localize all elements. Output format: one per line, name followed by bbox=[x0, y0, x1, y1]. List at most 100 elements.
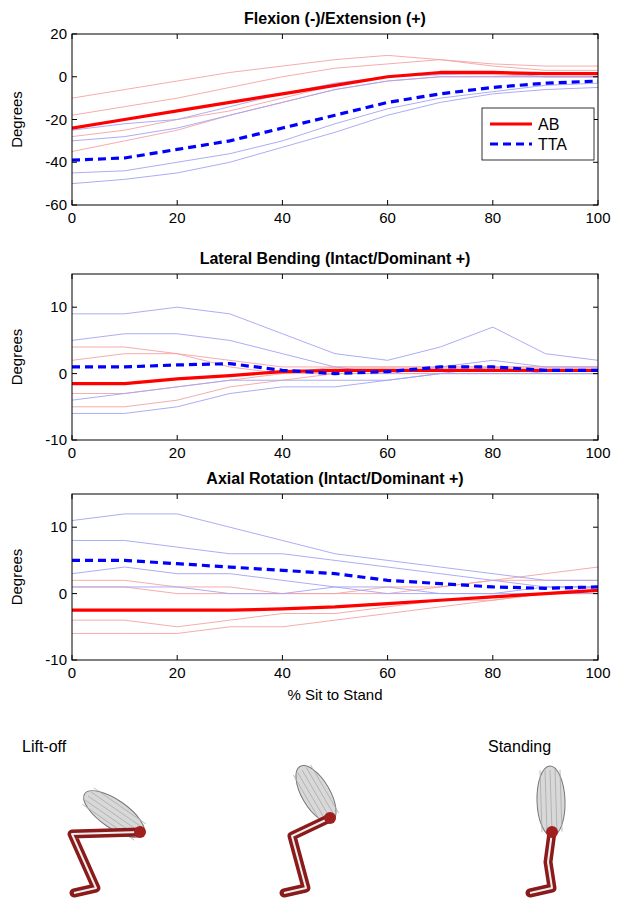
y-tick bbox=[72, 307, 77, 308]
y-tick bbox=[593, 307, 598, 308]
y-axis-title: Degrees bbox=[8, 91, 25, 148]
x-tick-label: 40 bbox=[274, 209, 291, 226]
torso bbox=[536, 766, 566, 837]
panel: Flexion (-)/Extension (+)020406080100-60… bbox=[8, 10, 611, 226]
legend-swatch bbox=[490, 122, 532, 125]
subject-line bbox=[72, 587, 598, 627]
x-tick bbox=[282, 34, 283, 39]
panel-title: Lateral Bending (Intact/Dominant +) bbox=[200, 250, 471, 267]
x-tick-label: 100 bbox=[585, 444, 610, 461]
lines bbox=[72, 514, 598, 634]
rib bbox=[555, 770, 557, 832]
x-tick bbox=[387, 200, 388, 205]
subject-line bbox=[72, 334, 598, 374]
x-tick-label: 60 bbox=[379, 444, 396, 461]
panel-title: Axial Rotation (Intact/Dominant +) bbox=[206, 470, 463, 487]
rib bbox=[94, 788, 146, 824]
panel: Axial Rotation (Intact/Dominant +)020406… bbox=[8, 470, 611, 703]
mean-line bbox=[72, 560, 598, 588]
leg-muscle bbox=[72, 832, 140, 893]
x-tick-label: 60 bbox=[379, 664, 396, 681]
y-tick bbox=[72, 162, 77, 163]
x-tick bbox=[387, 494, 388, 499]
y-tick bbox=[593, 440, 598, 441]
y-tick bbox=[72, 527, 77, 528]
subject-line bbox=[72, 367, 598, 400]
x-tick bbox=[177, 200, 178, 205]
x-tick-label: 100 bbox=[585, 664, 610, 681]
x-tick-label: 60 bbox=[379, 209, 396, 226]
x-tick bbox=[492, 435, 493, 440]
x-tick bbox=[598, 435, 599, 440]
x-tick-label: 0 bbox=[68, 209, 76, 226]
x-tick bbox=[282, 200, 283, 205]
x-tick bbox=[72, 435, 73, 440]
rib bbox=[545, 770, 547, 832]
x-tick-label: 20 bbox=[169, 444, 186, 461]
x-tick-label: 40 bbox=[274, 664, 291, 681]
pose-label: Standing bbox=[488, 738, 551, 755]
mean-line bbox=[72, 590, 598, 610]
frame bbox=[72, 494, 598, 660]
legend: AB TTA bbox=[482, 108, 594, 160]
x-tick bbox=[177, 494, 178, 499]
x-tick bbox=[282, 435, 283, 440]
illustrations: Lift-off Standing bbox=[22, 738, 566, 893]
y-tick bbox=[593, 527, 598, 528]
y-tick-label: 10 bbox=[50, 518, 67, 535]
frame bbox=[72, 34, 598, 205]
panel: Lateral Bending (Intact/Dominant +)02040… bbox=[8, 250, 611, 461]
x-tick bbox=[598, 34, 599, 39]
x-tick bbox=[387, 274, 388, 279]
pose-label: Lift-off bbox=[22, 738, 67, 755]
y-tick bbox=[72, 34, 77, 35]
legend-swatch bbox=[490, 142, 532, 145]
rib bbox=[550, 770, 552, 832]
figure: Flexion (-)/Extension (+)020406080100-60… bbox=[0, 0, 630, 900]
x-tick bbox=[72, 34, 73, 39]
y-tick bbox=[72, 660, 77, 661]
x-tick bbox=[387, 435, 388, 440]
x-tick-label: 100 bbox=[585, 209, 610, 226]
leg-bone bbox=[284, 818, 330, 893]
x-axis-title: % Sit to Stand bbox=[287, 686, 382, 703]
y-tick bbox=[72, 76, 77, 77]
subject-line bbox=[72, 374, 598, 414]
y-tick-label: 0 bbox=[59, 68, 67, 85]
y-tick-label: 10 bbox=[50, 298, 67, 315]
y-tick-label: -40 bbox=[45, 153, 67, 170]
x-tick bbox=[282, 494, 283, 499]
subject-line bbox=[72, 567, 598, 594]
subject-line bbox=[72, 540, 598, 586]
x-tick bbox=[282, 655, 283, 660]
rib bbox=[293, 775, 321, 823]
legend-label: AB bbox=[538, 116, 559, 133]
pelvis bbox=[324, 812, 336, 824]
x-tick bbox=[598, 274, 599, 279]
rib bbox=[91, 792, 143, 828]
y-axis-title: Degrees bbox=[8, 329, 25, 386]
x-tick bbox=[72, 274, 73, 279]
y-tick-label: 0 bbox=[59, 365, 67, 382]
leg-bone bbox=[72, 832, 140, 893]
rib bbox=[306, 767, 334, 815]
y-tick bbox=[593, 162, 598, 163]
skeleton bbox=[284, 759, 344, 893]
rib bbox=[311, 765, 339, 813]
torso bbox=[288, 759, 344, 828]
y-tick bbox=[593, 76, 598, 77]
x-tick bbox=[598, 494, 599, 499]
y-tick bbox=[72, 373, 77, 374]
x-tick-label: 0 bbox=[68, 444, 76, 461]
x-tick-label: 20 bbox=[169, 664, 186, 681]
legend-label: TTA bbox=[538, 136, 567, 153]
x-tick bbox=[177, 274, 178, 279]
y-tick bbox=[72, 593, 77, 594]
x-tick bbox=[72, 200, 73, 205]
y-tick-label: -10 bbox=[45, 651, 67, 668]
y-tick-label: -60 bbox=[45, 196, 67, 213]
y-tick bbox=[593, 660, 598, 661]
lines bbox=[72, 55, 598, 183]
y-tick bbox=[72, 205, 77, 206]
pelvis bbox=[134, 826, 146, 838]
